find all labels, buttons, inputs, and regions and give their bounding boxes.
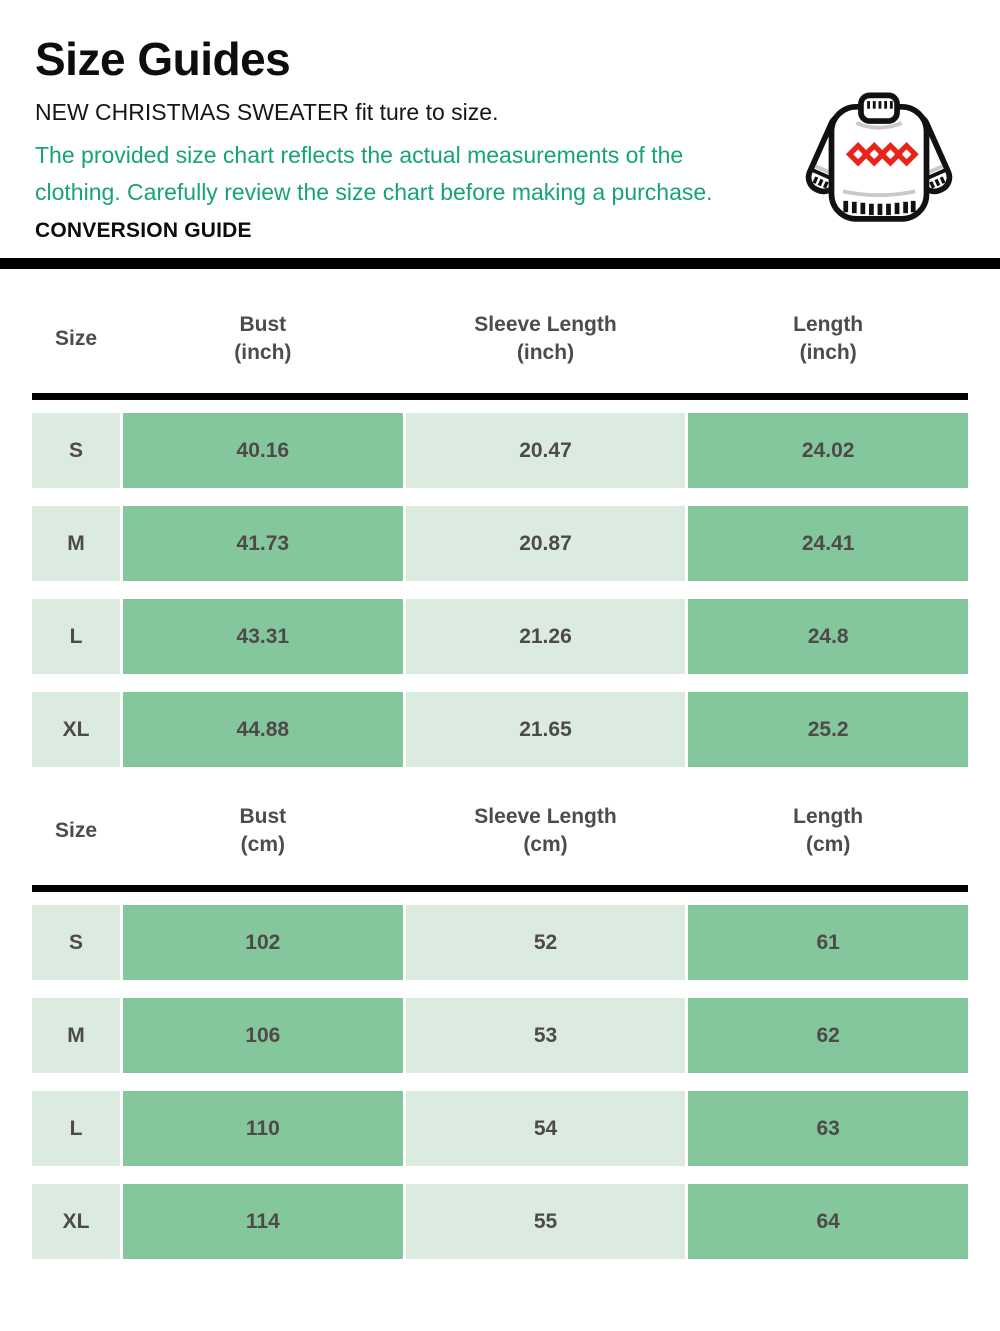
length-value: 25.2 [688,692,968,767]
table-header-rule [32,393,968,400]
column-header-bust: Bust (cm) [239,805,287,856]
bust-value: 40.16 [123,413,403,488]
bust-value: 41.73 [123,506,403,581]
bust-value: 43.31 [123,599,403,674]
table-row-m: M 106 53 62 [32,998,968,1073]
bust-value: 114 [123,1184,403,1259]
column-header-length: Length (inch) [793,313,864,364]
table-row-m: M 41.73 20.87 24.41 [32,506,968,581]
length-value: 24.8 [688,599,968,674]
table-row-xl: XL 114 55 64 [32,1184,968,1259]
column-header-sleeve-length: Sleeve Length (inch) [474,313,617,364]
bust-value: 44.88 [123,692,403,767]
sleeve-length-value: 21.26 [405,599,686,674]
column-header-size: Size [54,327,98,350]
page-title: Size Guides [35,33,291,85]
size-label: L [32,599,120,674]
bust-value: 102 [123,905,403,980]
table-row-l: L 43.31 21.26 24.8 [32,599,968,674]
size-label: S [32,413,120,488]
length-value: 24.41 [688,506,968,581]
size-label: S [32,905,120,980]
table-row-xl: XL 44.88 21.65 25.2 [32,692,968,767]
sleeve-length-value: 52 [405,905,686,980]
bust-value: 110 [123,1091,403,1166]
measurement-note: The provided size chart reflects the act… [35,142,713,205]
conversion-guide-heading: CONVERSION GUIDE [35,219,252,242]
table-header-row: Size Bust (cm) Sleeve Length (cm) Length… [32,767,968,885]
table-row-s: S 40.16 20.47 24.02 [32,413,968,488]
sleeve-length-value: 53 [405,998,686,1073]
christmas-sweater-icon [803,92,955,228]
length-value: 63 [688,1091,968,1166]
column-header-sleeve-length: Sleeve Length (cm) [474,805,617,856]
sleeve-length-value: 21.65 [405,692,686,767]
size-table-cm: Size Bust (cm) Sleeve Length (cm) Length… [32,767,968,1259]
sleeve-length-value: 20.87 [405,506,686,581]
table-row-l: L 110 54 63 [32,1091,968,1166]
table-header-rule [32,885,968,892]
length-value: 24.02 [688,413,968,488]
fit-subtitle: NEW CHRISTMAS SWEATER fit ture to size. [35,99,499,125]
bust-value: 106 [123,998,403,1073]
table-header-row: Size Bust (inch) Sleeve Length (inch) Le… [32,269,968,393]
sleeve-length-value: 20.47 [405,413,686,488]
length-value: 64 [688,1184,968,1259]
size-table-inch: Size Bust (inch) Sleeve Length (inch) Le… [32,269,968,767]
sleeve-length-value: 55 [405,1184,686,1259]
column-header-size: Size [54,819,98,842]
section-divider [0,258,1000,269]
page-header: Size Guides NEW CHRISTMAS SWEATER fit tu… [0,0,1000,243]
column-header-length: Length (cm) [793,805,864,856]
size-label: M [32,998,120,1073]
size-label: L [32,1091,120,1166]
size-label: XL [32,692,120,767]
size-label: XL [32,1184,120,1259]
length-value: 62 [688,998,968,1073]
sleeve-length-value: 54 [405,1091,686,1166]
table-row-s: S 102 52 61 [32,905,968,980]
column-header-bust: Bust (inch) [234,313,292,364]
size-label: M [32,506,120,581]
length-value: 61 [688,905,968,980]
